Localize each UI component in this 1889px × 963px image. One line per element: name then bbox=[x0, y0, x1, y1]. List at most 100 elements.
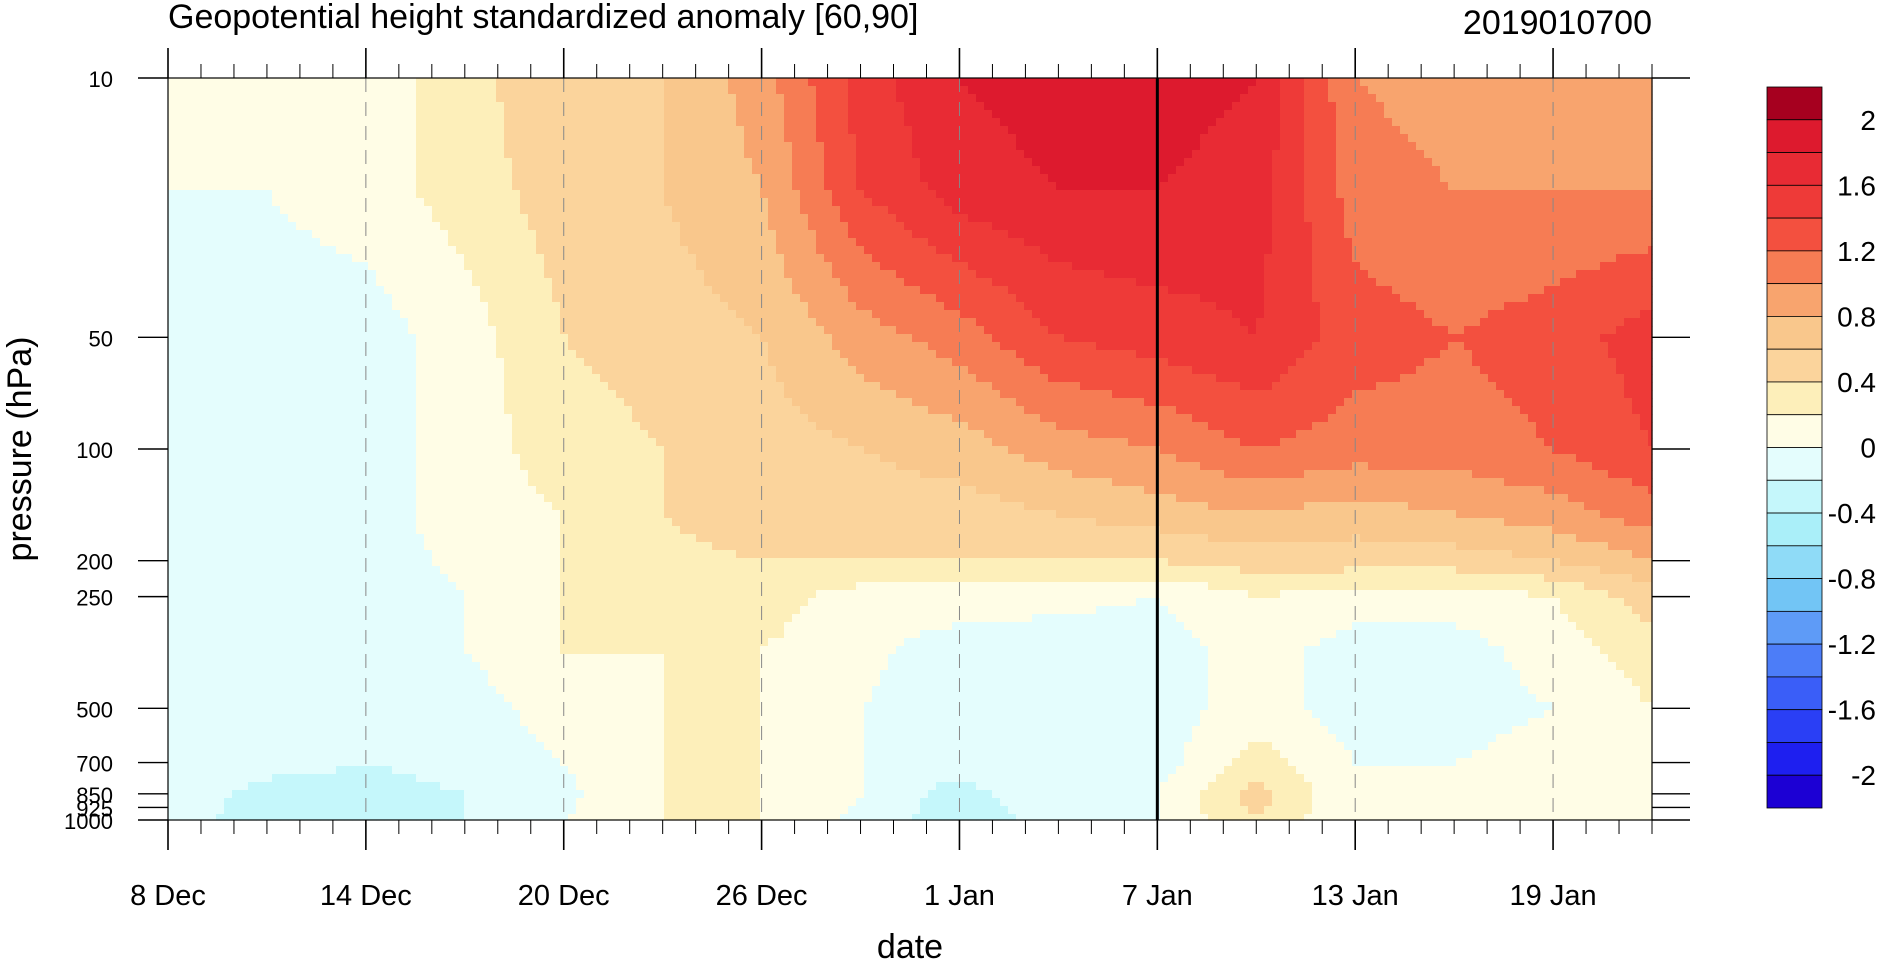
field-cell bbox=[816, 142, 825, 151]
field-cell bbox=[840, 102, 849, 111]
field-cell bbox=[1392, 78, 1401, 87]
field-cell bbox=[344, 246, 353, 255]
field-cell bbox=[288, 246, 297, 255]
field-cell bbox=[248, 206, 257, 215]
field-cell bbox=[304, 262, 313, 271]
field-cell bbox=[992, 206, 1001, 215]
field-cell bbox=[1240, 166, 1249, 175]
field-cell bbox=[1320, 86, 1329, 95]
field-cell bbox=[1224, 158, 1233, 167]
field-cell bbox=[1392, 174, 1401, 183]
field-cell bbox=[1360, 262, 1369, 271]
field-cell bbox=[872, 174, 881, 183]
field-cell bbox=[1288, 206, 1297, 215]
field-cell bbox=[976, 182, 985, 191]
field-cell bbox=[1056, 190, 1065, 199]
field-cell bbox=[1632, 134, 1641, 143]
field-cell bbox=[1064, 86, 1073, 95]
field-cell bbox=[432, 126, 441, 135]
field-cell bbox=[1632, 270, 1641, 279]
field-cell bbox=[736, 254, 745, 263]
field-cell bbox=[904, 190, 913, 199]
field-cell bbox=[240, 126, 249, 135]
field-cell bbox=[896, 78, 905, 87]
field-cell bbox=[912, 110, 921, 119]
field-cell bbox=[1064, 270, 1073, 279]
field-cell bbox=[520, 118, 529, 127]
field-cell bbox=[896, 246, 905, 255]
field-cell bbox=[472, 166, 481, 175]
field-cell bbox=[872, 142, 881, 151]
field-cell bbox=[696, 94, 705, 103]
field-cell bbox=[1160, 110, 1169, 119]
field-cell bbox=[1624, 206, 1633, 215]
field-cell bbox=[944, 262, 953, 271]
field-cell bbox=[1424, 190, 1433, 199]
field-cell bbox=[1632, 190, 1641, 199]
field-cell bbox=[728, 126, 737, 135]
field-cell bbox=[432, 254, 441, 263]
field-cell bbox=[936, 286, 945, 295]
field-cell bbox=[232, 158, 241, 167]
field-cell bbox=[1640, 238, 1649, 247]
field-cell bbox=[1000, 262, 1009, 271]
field-cell bbox=[408, 86, 417, 95]
field-cell bbox=[1072, 110, 1081, 119]
field-cell bbox=[952, 254, 961, 263]
field-cell bbox=[1624, 278, 1633, 287]
field-cell bbox=[1128, 150, 1137, 159]
field-cell bbox=[784, 102, 793, 111]
field-cell bbox=[952, 166, 961, 175]
field-cell bbox=[704, 110, 713, 119]
field-cell bbox=[544, 174, 553, 183]
field-cell bbox=[1168, 118, 1177, 127]
field-cell bbox=[520, 174, 529, 183]
field-cell bbox=[424, 182, 433, 191]
field-cell bbox=[304, 86, 313, 95]
field-cell bbox=[376, 118, 385, 127]
field-cell bbox=[560, 86, 569, 95]
field-cell bbox=[664, 270, 673, 279]
field-cell bbox=[1448, 198, 1457, 207]
field-cell bbox=[224, 198, 233, 207]
field-cell bbox=[280, 214, 289, 223]
field-cell bbox=[800, 222, 809, 231]
field-cell bbox=[248, 222, 257, 231]
field-cell bbox=[1328, 246, 1337, 255]
field-cell bbox=[528, 246, 537, 255]
field-cell bbox=[720, 94, 729, 103]
field-cell bbox=[240, 86, 249, 95]
field-cell bbox=[1168, 174, 1177, 183]
field-cell bbox=[1096, 150, 1105, 159]
field-cell bbox=[1080, 206, 1089, 215]
field-cell bbox=[472, 190, 481, 199]
field-cell bbox=[672, 262, 681, 271]
field-cell bbox=[1368, 118, 1377, 127]
field-cell bbox=[1240, 238, 1249, 247]
field-cell bbox=[1176, 230, 1185, 239]
field-cell bbox=[1616, 262, 1625, 271]
field-cell bbox=[1096, 118, 1105, 127]
field-cell bbox=[776, 174, 785, 183]
field-cell bbox=[296, 198, 305, 207]
field-cell bbox=[1360, 118, 1369, 127]
field-cell bbox=[1112, 214, 1121, 223]
field-cell bbox=[168, 142, 177, 151]
field-cell bbox=[1488, 262, 1497, 271]
field-cell bbox=[928, 150, 937, 159]
field-cell bbox=[744, 118, 753, 127]
field-cell bbox=[224, 166, 233, 175]
field-cell bbox=[912, 206, 921, 215]
field-cell bbox=[1448, 238, 1457, 247]
field-cell bbox=[880, 158, 889, 167]
field-cell bbox=[1488, 230, 1497, 239]
field-cell bbox=[1352, 142, 1361, 151]
field-cell bbox=[624, 182, 633, 191]
field-cell bbox=[848, 174, 857, 183]
field-cell bbox=[1008, 142, 1017, 151]
field-cell bbox=[592, 206, 601, 215]
field-cell bbox=[472, 246, 481, 255]
field-cell bbox=[1624, 118, 1633, 127]
field-cell bbox=[912, 182, 921, 191]
field-cell bbox=[1088, 254, 1097, 263]
